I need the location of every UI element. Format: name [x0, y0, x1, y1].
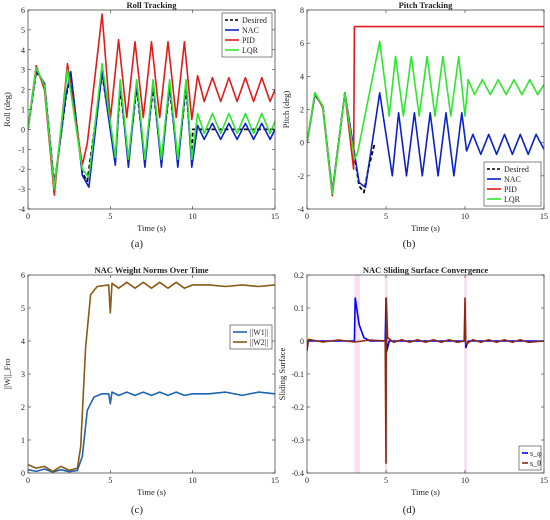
y-tick-label: -0.2 — [291, 403, 304, 412]
panel-sublabel: (b) — [403, 238, 416, 250]
y-tick-label: 3 — [21, 66, 25, 75]
plot-area — [28, 275, 275, 473]
legend-label: s_θ — [530, 459, 541, 468]
x-axis-label: Time (s) — [137, 223, 166, 233]
series-line-d-1 — [307, 297, 544, 464]
panel-sublabel: (a) — [131, 238, 144, 250]
y-tick-label: 0 — [300, 139, 304, 148]
x-tick-label: 10 — [461, 212, 469, 221]
y-tick-label: -2 — [18, 165, 25, 174]
x-tick-label: 5 — [108, 476, 112, 485]
y-tick-label: 2 — [300, 106, 304, 115]
legend-label: NAC — [504, 175, 521, 184]
legend: s_φs_θ — [518, 445, 542, 471]
series-line-a-1 — [28, 68, 275, 188]
y-tick-label: 5 — [21, 26, 25, 35]
x-tick-label: 10 — [189, 476, 197, 485]
switch-band-3 — [464, 275, 467, 473]
chart-title: NAC Weight Norms Over Time — [94, 265, 208, 275]
y-tick-label: 3 — [21, 370, 25, 379]
y-tick-label: 6 — [21, 271, 25, 280]
switch-band-1 — [354, 275, 360, 473]
series-line-c-0 — [28, 391, 275, 473]
x-axis-label: Time (s) — [411, 487, 440, 497]
legend-label: ||W1|| — [250, 328, 268, 337]
y-tick-label: 1 — [21, 106, 25, 115]
legend-label: ||W2|| — [250, 338, 268, 347]
plot-area — [307, 275, 544, 473]
y-tick-label: 8 — [300, 6, 304, 15]
y-tick-label: 2 — [21, 403, 25, 412]
legend-label: LQR — [504, 195, 521, 204]
x-tick-label: 0 — [305, 476, 309, 485]
y-axis-label: Sliding Surface — [277, 347, 287, 400]
x-tick-label: 0 — [26, 476, 30, 485]
y-tick-label: 2 — [21, 86, 25, 95]
x-tick-label: 5 — [384, 476, 388, 485]
y-tick-label: 1 — [21, 436, 25, 445]
x-tick-label: 0 — [305, 212, 309, 221]
series-line-b-3 — [307, 40, 544, 195]
y-tick-label: 0 — [300, 337, 304, 346]
y-tick-label: 0 — [21, 469, 25, 478]
x-tick-label: 0 — [26, 212, 30, 221]
y-tick-label: -1 — [18, 145, 25, 154]
panel-b: 0 5 10 15 -4 -2 0 2 4 6 8 Pitch Tracking Time (s) Pit… — [281, 0, 548, 250]
panel-sublabel: (c) — [131, 504, 144, 516]
x-tick-label: 15 — [540, 212, 548, 221]
y-tick-label: -4 — [18, 205, 25, 214]
x-axis-label: Time (s) — [411, 223, 440, 233]
chart-title: NAC Sliding Surface Convergence — [363, 265, 489, 275]
legend-label: PID — [242, 36, 255, 45]
y-tick-label: 0.2 — [294, 271, 304, 280]
chart-title: Pitch Tracking — [399, 0, 454, 10]
chart-title: Roll Tracking — [127, 0, 178, 10]
y-tick-label: -0.4 — [291, 469, 304, 478]
legend-label: NAC — [242, 26, 259, 35]
y-tick-label: -0.3 — [291, 436, 304, 445]
y-tick-label: -0.1 — [291, 370, 304, 379]
y-axis-label: Roll (deg) — [2, 92, 12, 127]
x-tick-label: 15 — [271, 476, 279, 485]
y-axis-label: Pitch (deg) — [281, 91, 291, 129]
legend-box — [518, 445, 542, 471]
y-tick-label: -2 — [297, 172, 304, 181]
x-tick-label: 15 — [271, 212, 279, 221]
x-axis-label: Time (s) — [137, 487, 166, 497]
x-tick-label: 15 — [540, 476, 548, 485]
y-tick-label: 6 — [21, 6, 25, 15]
panel-a: 0 5 10 15 -4 -3 -2 -1 0 1 2 3 4 5 6 Roll Tracking Time (… — [2, 0, 279, 250]
x-tick-label: 10 — [461, 476, 469, 485]
legend-label: PID — [504, 185, 517, 194]
legend-label: s_φ — [530, 449, 542, 458]
y-tick-label: -3 — [18, 185, 25, 194]
y-tick-label: 6 — [300, 39, 304, 48]
series-line-c-1 — [28, 281, 275, 473]
y-tick-label: 0 — [21, 125, 25, 134]
y-tick-label: 4 — [21, 337, 25, 346]
panel-sublabel: (d) — [403, 504, 416, 516]
x-tick-label: 5 — [384, 212, 388, 221]
legend-label: Desired — [504, 165, 529, 174]
y-tick-label: -4 — [297, 205, 304, 214]
y-tick-label: 5 — [21, 304, 25, 313]
legend: ||W1||||W2|| — [229, 324, 273, 350]
x-tick-label: 10 — [189, 212, 197, 221]
legend-label: LQR — [242, 46, 259, 55]
y-tick-label: 0.1 — [294, 304, 304, 313]
series-line-a-3 — [28, 62, 275, 190]
x-tick-label: 5 — [108, 212, 112, 221]
panel-d: 0 5 10 15 -0.4 -0.3 -0.2 -0.1 0 0.1 0.2 NAC Sliding… — [277, 265, 548, 516]
y-tick-label: 4 — [21, 46, 25, 55]
legend-label: Desired — [242, 16, 267, 25]
legend-box — [229, 324, 273, 350]
y-tick-label: 4 — [300, 72, 304, 81]
y-axis-label: ||W||_Fro — [2, 359, 12, 390]
panel-c: 0 5 10 15 0 1 2 3 4 5 6 NAC Weight Norms Over Time T… — [2, 265, 279, 516]
